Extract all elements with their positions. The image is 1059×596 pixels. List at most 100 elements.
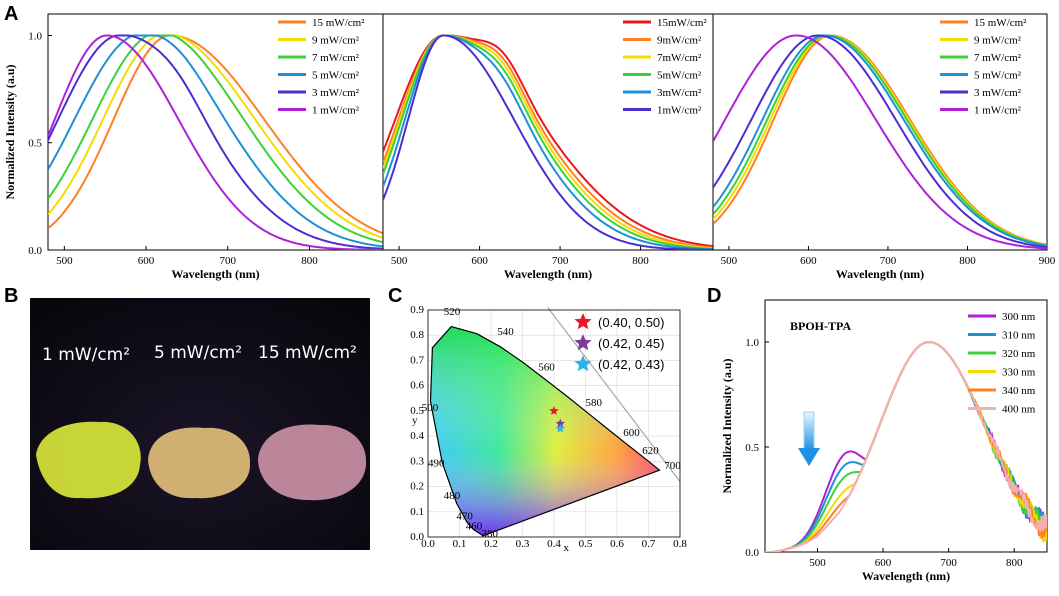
legend-label: 3 mW/cm²: [974, 87, 1022, 99]
x-tick-label: 700: [552, 255, 569, 267]
cie-wavelength-mark: 540: [497, 326, 514, 338]
series-line: [713, 34, 1047, 249]
x-tick-label: 900: [1039, 255, 1056, 267]
legend-label: 1 mW/cm²: [974, 105, 1022, 117]
cie-frame: [427, 309, 681, 538]
legend-star-icon: [574, 355, 592, 372]
series-line: [48, 34, 383, 250]
series-line: [765, 340, 1047, 552]
panel-label-d: D: [707, 285, 721, 307]
x-tick-label: 500: [809, 557, 826, 569]
legend-label: 320 nm: [1002, 348, 1036, 360]
chart-d-title: BPOH-TPA: [790, 319, 851, 333]
y-tick-label: 1.0: [28, 30, 42, 42]
y-tick-label: 1.0: [745, 337, 759, 349]
x-tick-label: 800: [301, 255, 318, 267]
cie-locus-shade: [430, 326, 660, 536]
cie-point-star-icon: [555, 423, 566, 433]
cie-wavelength-mark: 480: [444, 490, 461, 502]
photo-label-1: 1 mW/cm²: [42, 345, 130, 365]
legend-label: 3 mW/cm²: [312, 87, 360, 99]
series-line: [713, 34, 1047, 246]
photo-label-2: 5 mW/cm²: [154, 343, 242, 363]
series-line: [48, 34, 383, 248]
panel-label-b: B: [4, 285, 18, 307]
photo-sample-3: [258, 424, 367, 501]
legend-label: 5 mW/cm²: [312, 70, 360, 82]
legend-label: 310 nm: [1002, 330, 1036, 342]
cie-x-tick: 0.1: [453, 538, 467, 550]
legend-label: 9 mW/cm²: [312, 35, 360, 47]
x-tick-label: 500: [56, 255, 73, 267]
chart-d: 500 600 700 800 0.0 0.5 1.0 Wavelength (nm) Norm…: [720, 299, 1048, 583]
y-tick-label: 0.0: [28, 245, 42, 257]
series-line: [383, 34, 713, 250]
legend-label: 7 mW/cm²: [974, 52, 1022, 64]
legend-label: 330 nm: [1002, 367, 1036, 379]
legend-star-icon: [574, 334, 592, 351]
cie-wavelength-mark: 490: [428, 457, 445, 469]
x-tick-label: 700: [940, 557, 957, 569]
cie-wavelength-mark: 620: [642, 445, 659, 457]
series-line: [48, 34, 383, 250]
x-tick-label: 800: [632, 255, 649, 267]
legend-label: 7mW/cm²: [657, 52, 702, 64]
cie-x-tick: 0.8: [673, 538, 687, 550]
x-tick-label: 600: [800, 255, 817, 267]
cie-x-tick: 0.4: [547, 538, 561, 550]
y-tick-label: 0.5: [28, 138, 42, 150]
series-line: [383, 34, 713, 250]
plot-frame: [712, 13, 1048, 251]
chart-a-left: 500 600 700 800 0.0 0.5 1.0 Wavelength (nm) Norm…: [3, 13, 384, 281]
x-tick-label: 500: [721, 255, 738, 267]
cie-wavelength-mark: 700: [664, 460, 681, 472]
cie-x-tick: 0.7: [642, 538, 656, 550]
series-line: [383, 34, 713, 249]
chart-a-right: 500 600 700 800 900 Wavelength (nm) 15 mW/cm² 9…: [712, 13, 1056, 281]
x-axis-label: Wavelength (nm): [171, 267, 259, 281]
cie-y-tick: 0.6: [410, 380, 424, 392]
cie-wavelength-mark: 470: [456, 510, 473, 522]
arrow-shaft: [803, 411, 815, 451]
x-axis-label: Wavelength (nm): [862, 569, 950, 583]
x-tick-label: 500: [391, 255, 408, 267]
cie-legend-label: (0.42, 0.45): [598, 336, 665, 351]
legend-label: 400 nm: [1002, 404, 1036, 416]
arrow-down-icon: [798, 448, 820, 466]
cie-y-tick: 0.3: [410, 455, 424, 467]
legend-label: 5 mW/cm²: [974, 70, 1022, 82]
cie-diagram: 0.0 0.1 0.2 0.3 0.4 0.5 0.6 0.7 0.8 0.0 0.1 0.2 0.3 0…: [410, 304, 687, 554]
cie-wavelength-mark: 380: [482, 528, 499, 540]
cie-point-star-icon: [549, 405, 559, 415]
x-tick-label: 600: [471, 255, 488, 267]
series-line: [713, 34, 1047, 246]
panel-label-a: A: [4, 3, 18, 25]
series-line: [713, 34, 1047, 250]
legend-label: 15mW/cm²: [657, 17, 707, 29]
photo-sample-1: [36, 421, 141, 499]
series-line: [383, 34, 713, 250]
cie-x-tick: 0.0: [421, 538, 435, 550]
y-axis-label: Normalized Intensity (a.u): [3, 65, 17, 200]
x-axis-label: Wavelength (nm): [504, 267, 592, 281]
x-tick-label: 600: [138, 255, 155, 267]
legend-label: 7 mW/cm²: [312, 52, 360, 64]
legend-label: 9mW/cm²: [657, 35, 702, 47]
cie-wavelength-mark: 500: [422, 402, 439, 414]
cie-y-tick: 0.2: [410, 481, 424, 493]
series-line: [48, 34, 383, 244]
photo-panel: 1 mW/cm² 5 mW/cm² 15 mW/cm²: [30, 298, 370, 550]
plot-frame: [764, 299, 1048, 553]
legend-label: 1 mW/cm²: [312, 105, 360, 117]
cie-y-tick: 0.9: [410, 304, 424, 316]
chart-a-middle: 500 600 700 800 Wavelength (nm) 15mW/cm² 9mW/c…: [382, 13, 714, 281]
x-tick-label: 700: [220, 255, 237, 267]
x-tick-label: 800: [1006, 557, 1023, 569]
legend-label: 300 nm: [1002, 311, 1036, 323]
legend-star-icon: [574, 313, 592, 330]
cie-diagonal: [547, 307, 681, 482]
legend-label: 1mW/cm²: [657, 105, 702, 117]
legend-label: 5mW/cm²: [657, 70, 702, 82]
cie-point-star-icon: [555, 418, 566, 428]
